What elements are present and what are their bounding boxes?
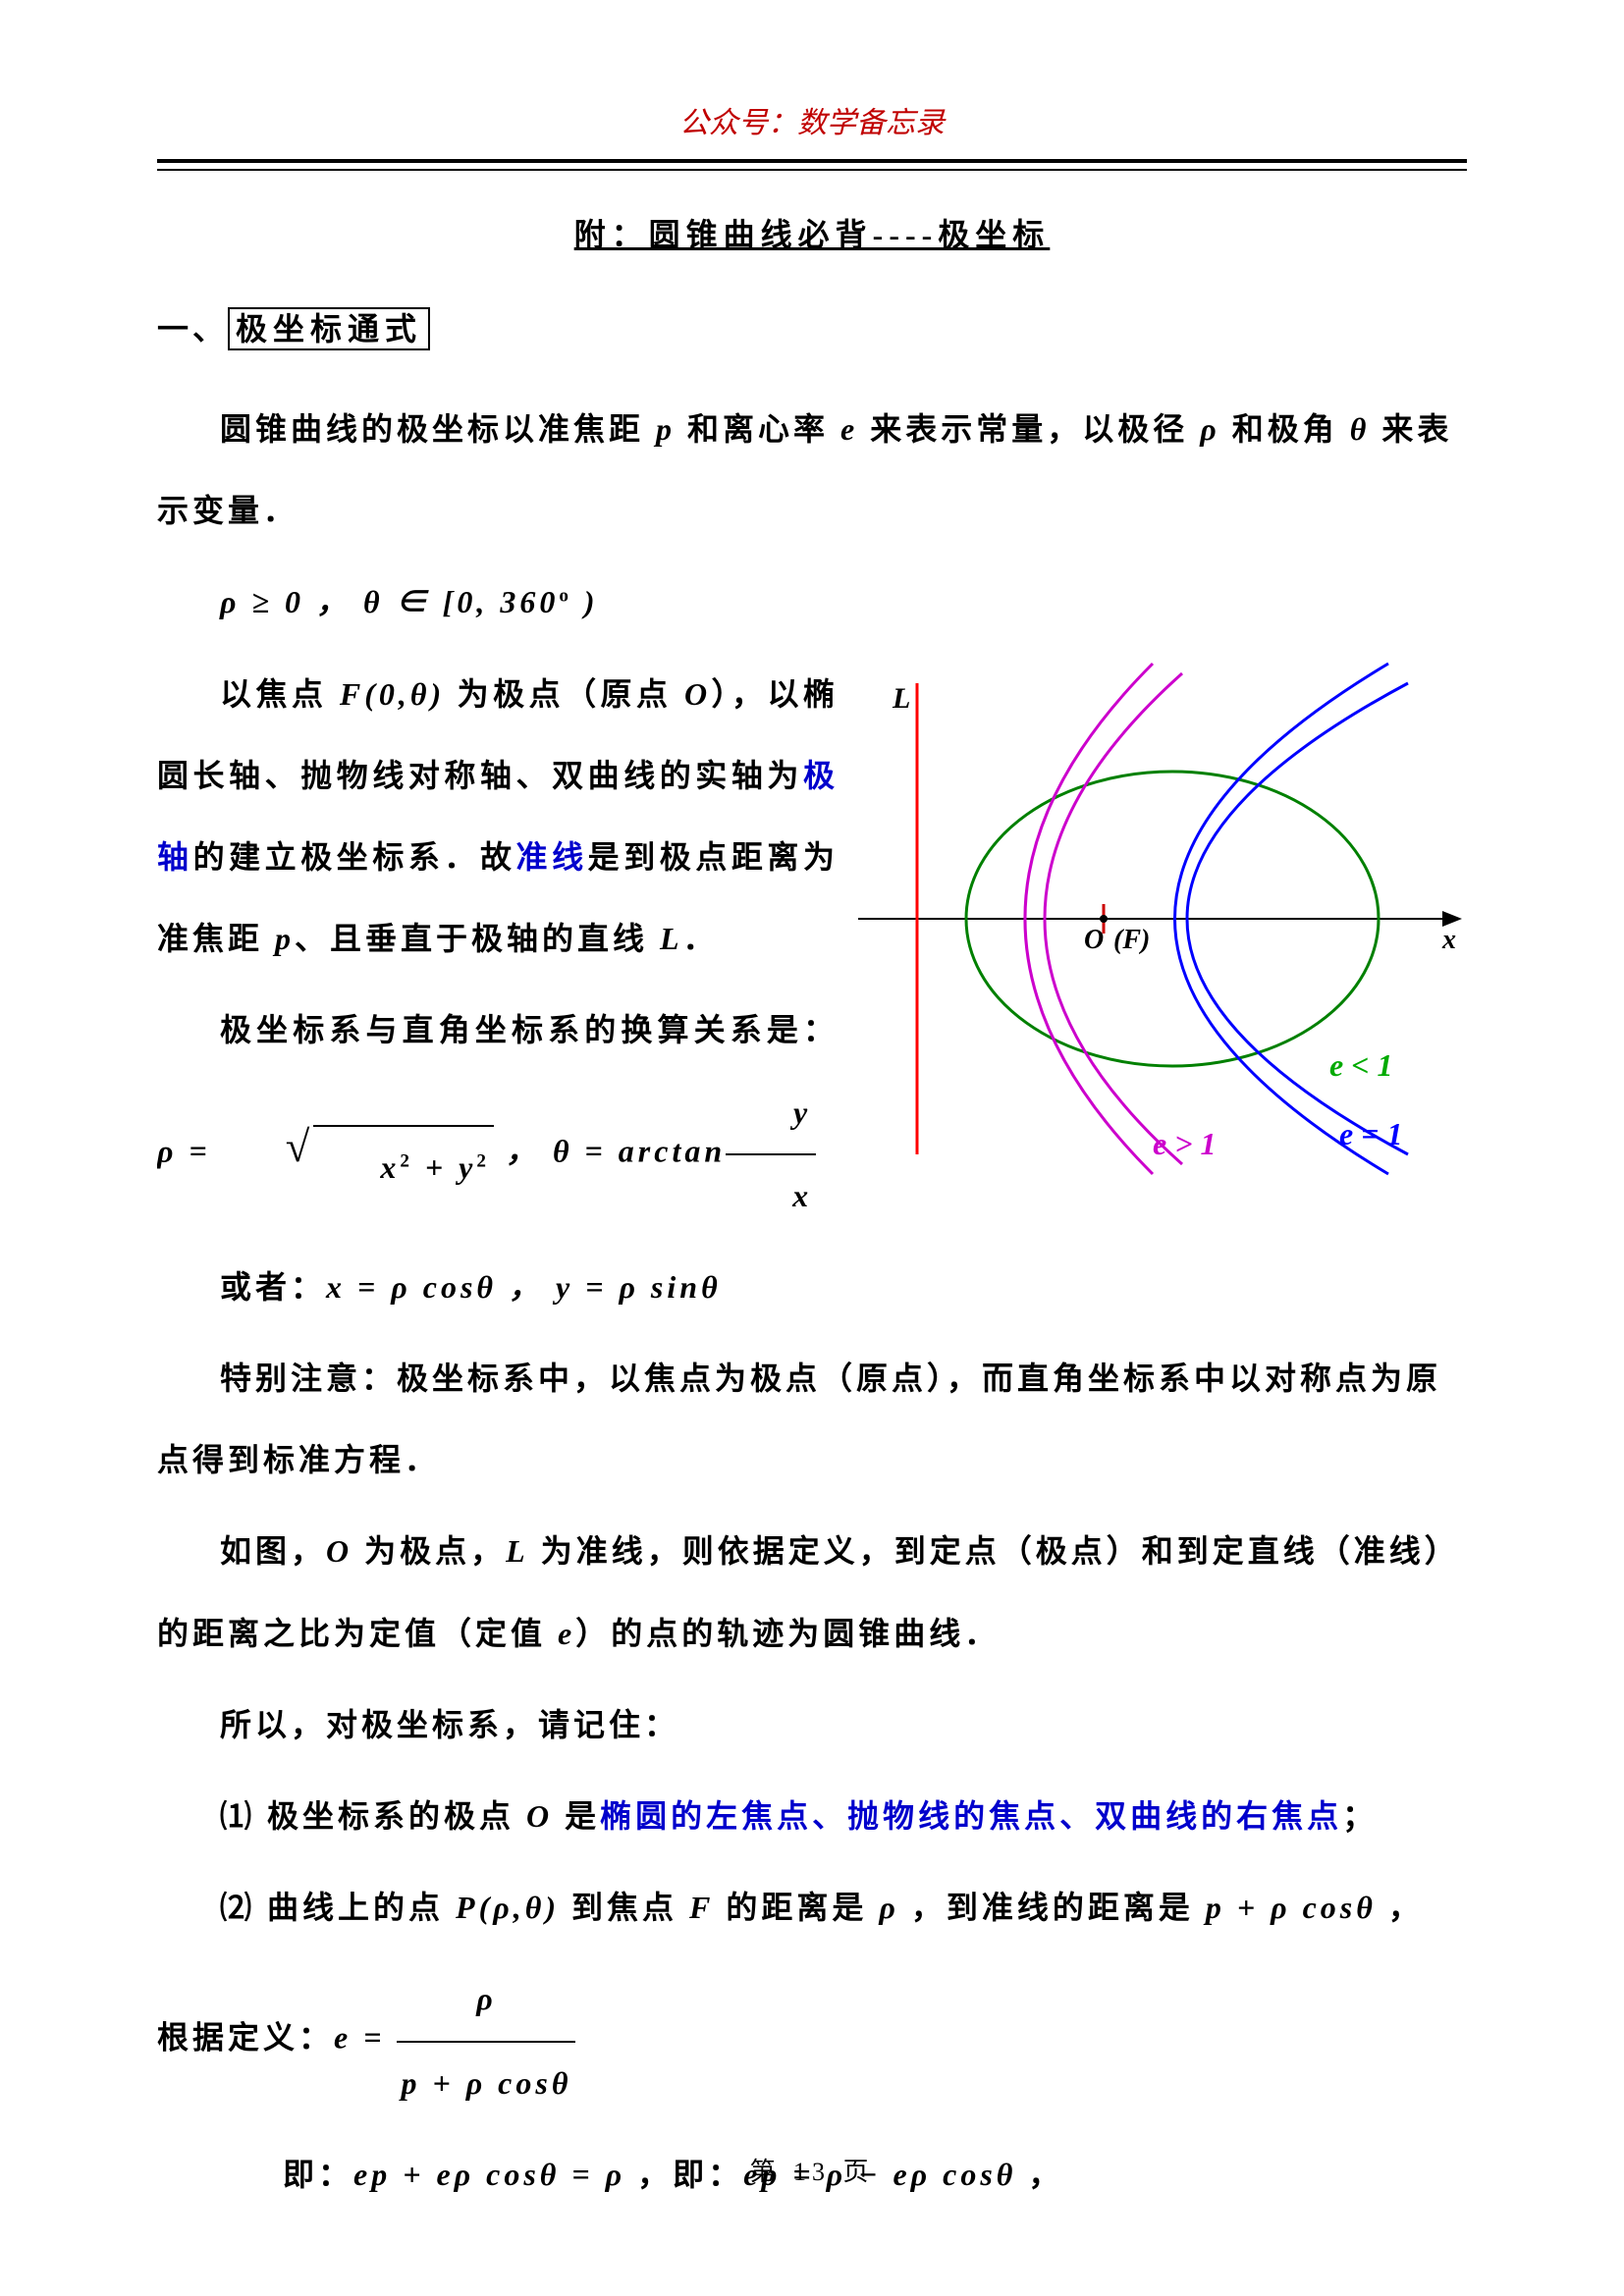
- section-1-heading: 一、极坐标通式: [157, 304, 1467, 349]
- header-rule-thin: [157, 169, 1467, 171]
- page-footer: 第 13 页: [0, 2152, 1624, 2188]
- page-title: 附：圆锥曲线必背----极坐标: [157, 210, 1467, 255]
- label-eeq: e = 1: [1339, 1116, 1402, 1151]
- para-7: 所以，对极坐标系，请记住：: [157, 1684, 1467, 1766]
- label-L: L: [892, 682, 910, 715]
- wrap-block: L O (F) x e < 1 e = 1 e > 1 以焦点 F(0,θ) 为…: [157, 654, 1467, 1339]
- range-line: ρ ≥ 0 ， θ ∈ [0, 360o ): [157, 561, 1467, 643]
- header-rule-thick: [157, 159, 1467, 163]
- label-O: O: [1084, 925, 1104, 955]
- label-F: (F): [1113, 925, 1150, 955]
- label-egt: e > 1: [1153, 1126, 1216, 1161]
- label-elt: e < 1: [1329, 1047, 1392, 1083]
- list-item-2: ⑵ 曲线上的点 P(ρ,θ) 到焦点 F 的距离是 ρ ，到准线的距离是 p +…: [157, 1867, 1467, 1949]
- section-1-box: 极坐标通式: [228, 307, 430, 350]
- para-5: 特别注意：极坐标系中，以焦点为极点（原点），而直角坐标系中以对称点为原点得到标准…: [157, 1338, 1467, 1501]
- para-6: 如图，O 为极点，L 为准线，则依据定义，到定点（极点）和到定直线（准线）的距离…: [157, 1511, 1467, 1674]
- conic-figure: L O (F) x e < 1 e = 1 e > 1: [858, 654, 1467, 1189]
- para-8: 根据定义：e = ρp + ρ cosθ: [157, 1958, 1467, 2123]
- para-1: 圆锥曲线的极坐标以准焦距 p 和离心率 e 来表示常量，以极径 ρ 和极角 θ …: [157, 389, 1467, 552]
- para-4: 或者：x = ρ cosθ ， y = ρ sinθ: [157, 1247, 1467, 1328]
- conic-svg: L O (F) x e < 1 e = 1 e > 1: [858, 654, 1467, 1184]
- list-item-1: ⑴ 极坐标系的极点 O 是椭圆的左焦点、抛物线的焦点、双曲线的右焦点；: [157, 1776, 1467, 1857]
- header-watermark: 公众号：数学备忘录: [157, 98, 1467, 151]
- label-x: x: [1441, 925, 1456, 955]
